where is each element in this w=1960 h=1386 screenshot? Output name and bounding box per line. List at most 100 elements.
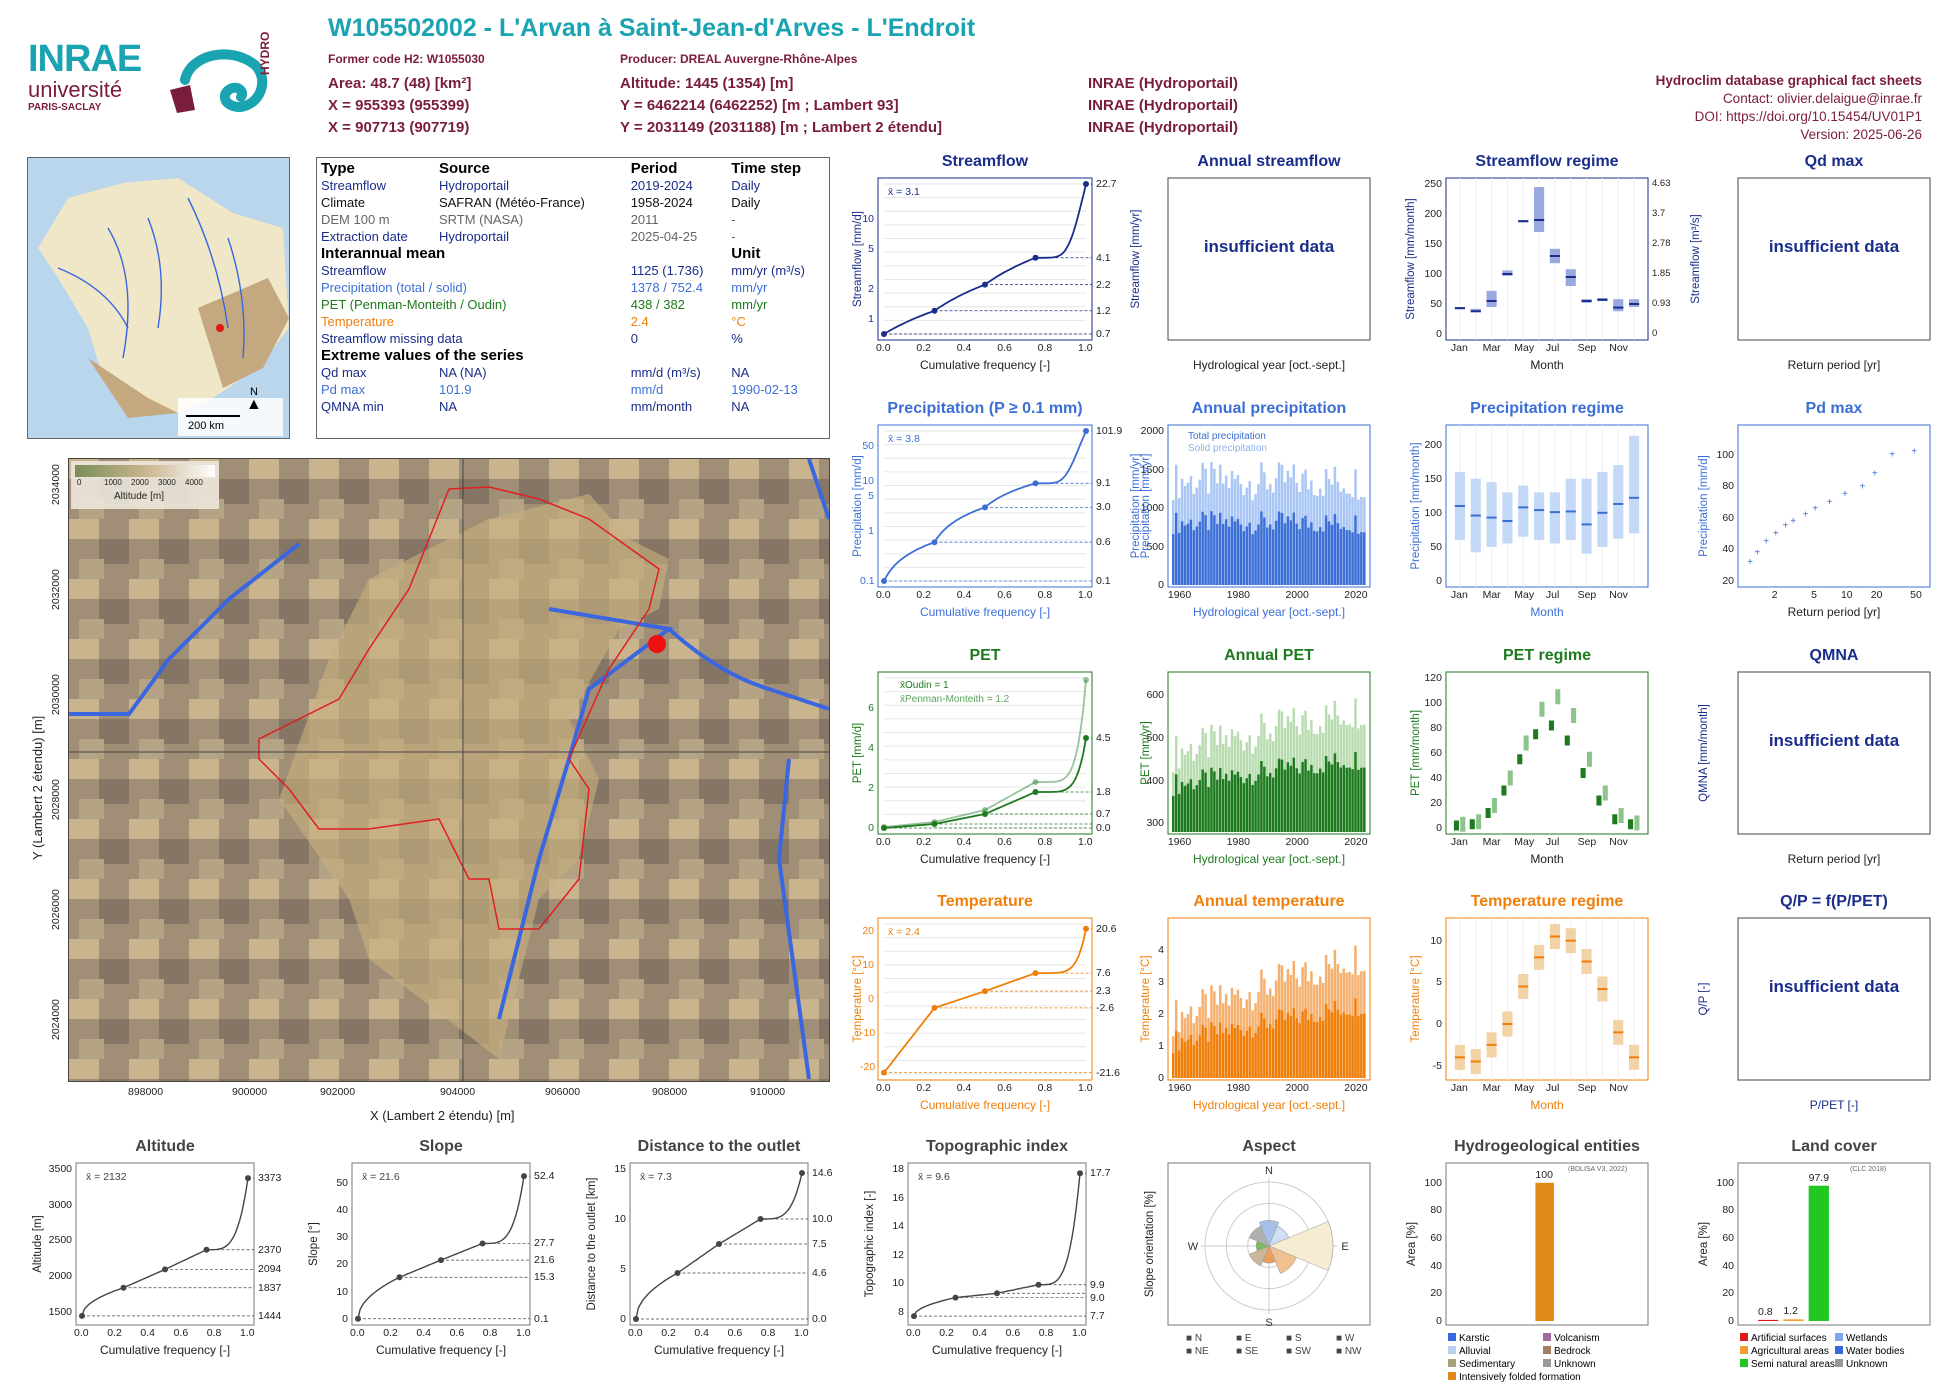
x-tick-label: 0.0	[74, 1327, 89, 1339]
temp-regime-svg	[1445, 917, 1649, 1081]
annual-bar	[1336, 523, 1340, 585]
aspect-sector	[1248, 1225, 1270, 1247]
annual-bar	[1201, 1024, 1204, 1078]
x-tick-label: 1980	[1226, 1082, 1251, 1094]
y-tick-label: 120	[1424, 672, 1442, 684]
annual-bar	[1318, 1017, 1322, 1078]
ext-value: NA (NA)	[438, 365, 487, 380]
mean-label: x̄ = 2.4	[888, 926, 920, 938]
x-tick-label: 2000	[1285, 589, 1309, 601]
annual-bar	[1271, 529, 1275, 585]
x-tick-label: 20	[1870, 589, 1883, 601]
x-tick-label: 2000	[1285, 1082, 1309, 1094]
y-axis-label: Precipitation [mm/d]	[1698, 455, 1710, 557]
plot-frame	[1445, 671, 1649, 835]
annual-bar	[1227, 526, 1231, 585]
y-right-tick-label: 22.7	[1096, 178, 1117, 190]
y-right-tick-label: 0	[1652, 328, 1658, 339]
y-axis-label: Area [%]	[1406, 1221, 1418, 1267]
th-mean: Interannual mean	[321, 245, 446, 262]
legend-swatch	[1543, 1333, 1551, 1341]
aspect-legend-item: ■ S	[1286, 1333, 1302, 1344]
annual-bar	[1342, 1012, 1345, 1078]
pet-penman-box	[1602, 785, 1608, 801]
page-title: W105502002 - L'Arvan à Saint-Jean-d'Arve…	[328, 14, 976, 42]
legend-item: Unknown	[1543, 1359, 1596, 1370]
x-tick-label: 0.6	[449, 1327, 465, 1339]
terrain-curve-svg	[351, 1162, 531, 1326]
y-axis-label: Streamflow [mm/month]	[1405, 198, 1417, 320]
y-tick-label: 2	[868, 782, 874, 794]
x-tick-label: Sep	[1577, 342, 1597, 354]
x-tick-label: 0.6	[1005, 1327, 1021, 1339]
annual-bar	[1280, 759, 1284, 832]
annual-bar	[1180, 521, 1184, 585]
y-right-tick-label: 1.2	[1096, 304, 1111, 317]
header-right: Hydroclim database graphical fact sheets…	[1656, 72, 1922, 144]
x-tick-label: 1.0	[794, 1327, 809, 1339]
x-tick-label: Sep	[1577, 836, 1597, 848]
bar-value-label: 0.8	[1758, 1305, 1773, 1318]
x-axis-label: Cumulative frequency [-]	[653, 1343, 785, 1357]
pet-oudin-box	[1485, 808, 1491, 818]
qdmax-frame	[1737, 177, 1931, 341]
x-tick-label: 0.8	[1037, 342, 1053, 354]
y-tick-label: -10	[860, 1027, 876, 1040]
y-right-tick-label: 14.6	[812, 1167, 833, 1179]
pet-oudin-box	[1469, 819, 1475, 830]
panel-title: Slope	[419, 1138, 463, 1155]
annual-bar	[1236, 1025, 1240, 1078]
legend-item: Wetlands	[1835, 1333, 1888, 1344]
y-tick-label: 3000	[48, 1198, 72, 1211]
y-tick-label: 0	[1436, 1315, 1442, 1327]
annual-bar	[1183, 525, 1187, 585]
pdmax-point: +	[1812, 503, 1818, 514]
contact: Contact: olivier.delaigue@inrae.fr	[1722, 91, 1922, 106]
legend-swatch	[1835, 1333, 1843, 1341]
legend-label: Semi natural areas	[1751, 1359, 1835, 1370]
source-3: INRAE (Hydroportail)	[1088, 119, 1238, 136]
pdmax-point: +	[1803, 510, 1809, 521]
plot-frame	[351, 1162, 531, 1326]
legend-item: Unknown	[1835, 1359, 1888, 1370]
y-tick-label: 40	[1722, 543, 1734, 556]
legend-label: Bedrock	[1554, 1346, 1591, 1357]
y-tick-label: 4	[868, 742, 874, 754]
annual-bar	[1324, 515, 1328, 585]
panel-title: Annual temperature	[1193, 893, 1345, 910]
terrain-curve-svg	[629, 1162, 809, 1326]
y-right-tick-label: 27.7	[534, 1237, 555, 1250]
x-tick-label: 2000	[1285, 836, 1309, 848]
legend-item: Alluvial	[1448, 1346, 1491, 1357]
annual-bar	[1251, 534, 1254, 585]
x-tick-label: 1.0	[240, 1327, 255, 1339]
x-tick-label: 2	[1771, 589, 1778, 601]
y-axis-label: QMNA [mm/month]	[1698, 704, 1710, 802]
annual-bar	[1330, 524, 1334, 585]
annual-bar	[1266, 1027, 1269, 1078]
ext-date: NA	[731, 365, 750, 380]
annual-bar	[1198, 779, 1201, 832]
y-axis-label: PET [mm/yr]	[1140, 721, 1152, 785]
annual-bar	[1192, 789, 1196, 832]
basin-map: 0 1000 2000 3000 4000 Altitude [m]	[68, 458, 830, 1082]
x-tick-label: 2020	[1344, 836, 1368, 848]
annual-bar	[1280, 1010, 1284, 1078]
legend-label: Intensively folded formation	[1459, 1372, 1581, 1383]
aspect-legend-item: ■ W	[1336, 1333, 1355, 1344]
annual-bar	[1260, 760, 1263, 832]
x-tick-label: 1.0	[1078, 836, 1093, 848]
x-tick-label: 1.0	[1072, 1327, 1087, 1339]
legend-label: Wetlands	[1846, 1333, 1888, 1344]
annual-bar	[1198, 1035, 1201, 1078]
legend-swatch	[1543, 1359, 1551, 1367]
annual-bar	[1283, 523, 1287, 585]
basin-ytick: 2032000	[50, 569, 62, 610]
info-table: Type Source Period Time step Streamflow H…	[316, 157, 830, 439]
annual-bar	[1298, 1023, 1301, 1078]
insufficient-data-label: insufficient data	[1768, 237, 1900, 256]
x-axis-label: P/PET [-]	[1809, 1098, 1859, 1112]
panel-title: Streamflow regime	[1475, 153, 1619, 170]
y-tick-label: 100	[1424, 268, 1442, 280]
annual-bar	[1233, 521, 1237, 585]
